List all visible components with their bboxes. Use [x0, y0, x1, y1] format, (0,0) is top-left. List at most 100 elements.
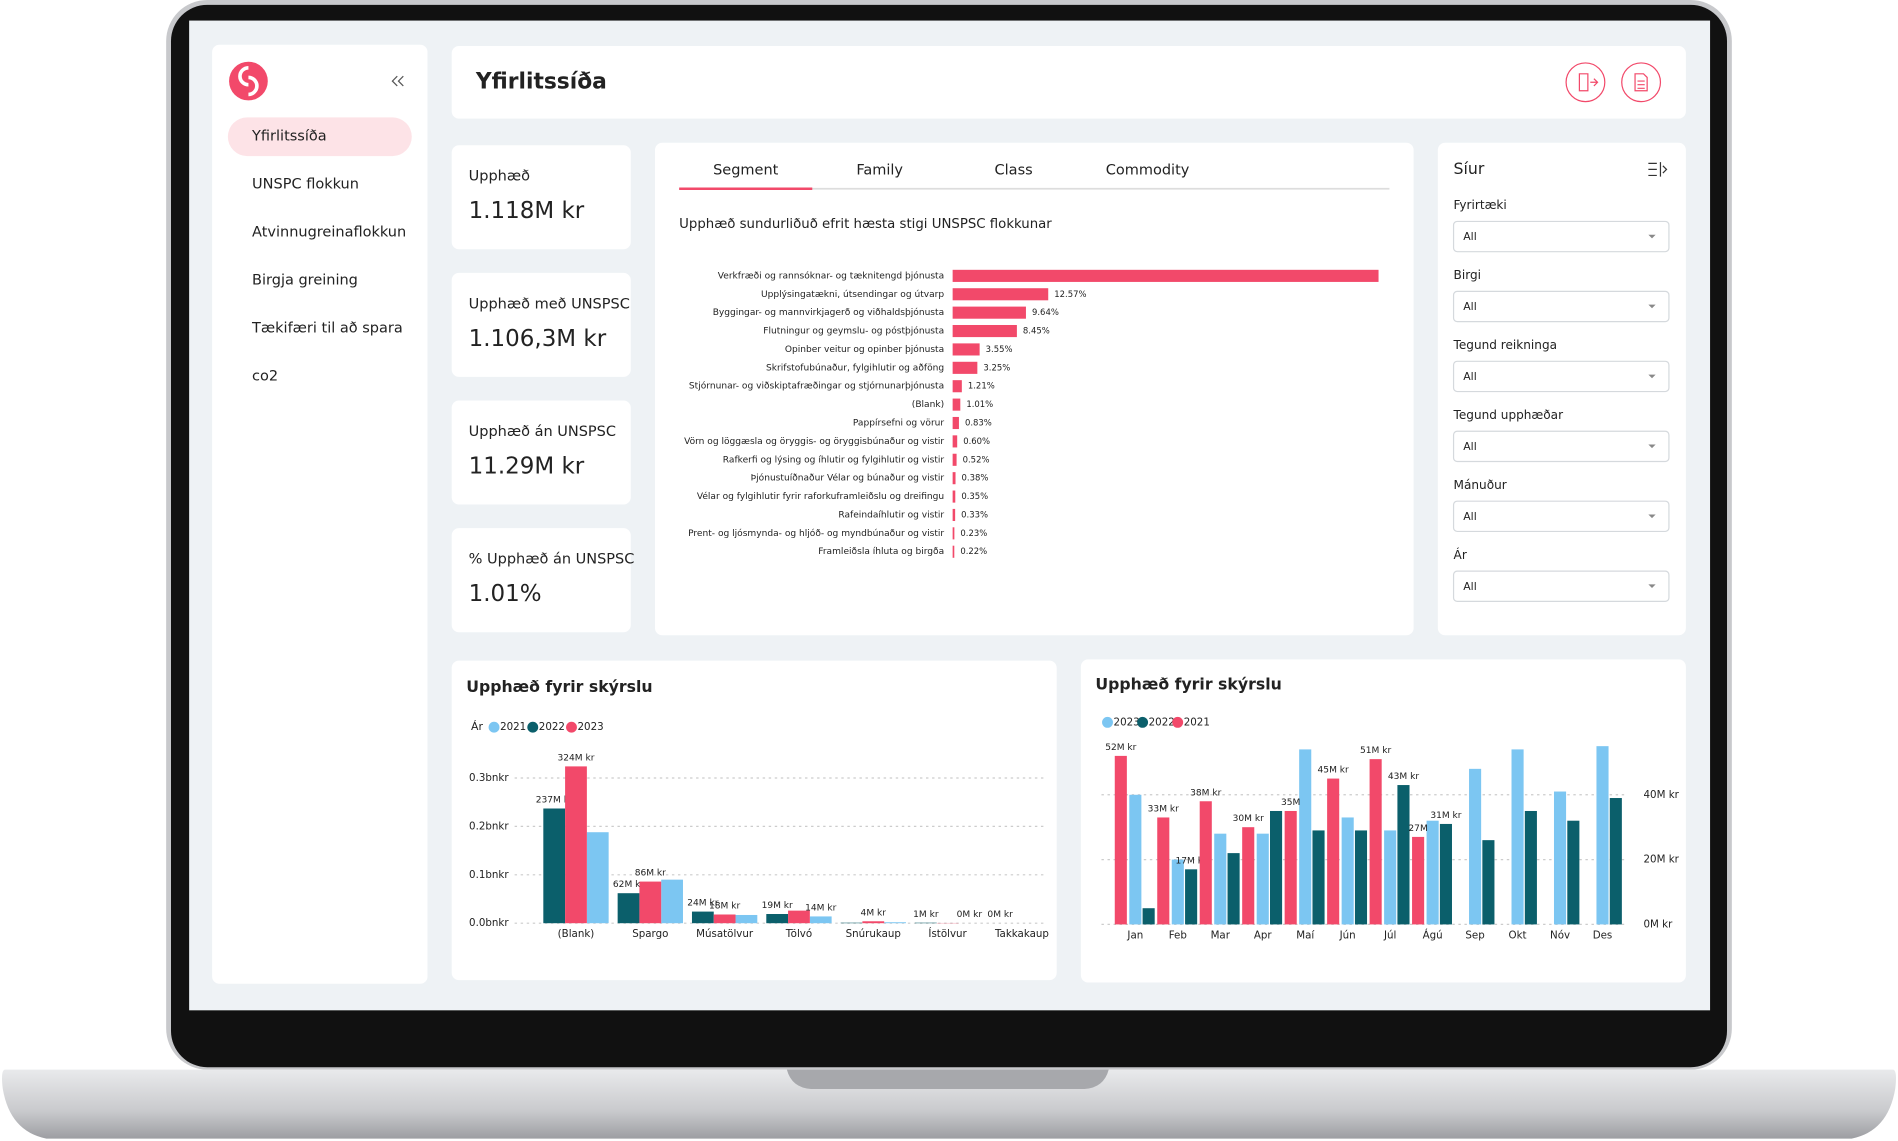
legend-swatch [566, 721, 577, 733]
x-tick-label: Des [1593, 929, 1613, 941]
x-tick-label: Takkakaup [994, 928, 1049, 940]
bar-label: Vélar og fylgihlutir fyrir raforkuframle… [697, 491, 944, 502]
bar [952, 269, 1379, 282]
nav-item[interactable]: Yfirlitssíða [251, 129, 327, 145]
bar [1299, 749, 1312, 925]
bar [1553, 791, 1567, 925]
value-label: 0.33% [961, 509, 988, 519]
legend-swatch [1102, 716, 1113, 728]
dropdown-caret [1648, 374, 1656, 379]
bar-label: Pappírsefni og vörur [853, 419, 945, 429]
x-tick-label: Jan [1126, 929, 1143, 941]
filter-select[interactable] [1452, 290, 1670, 323]
bar [952, 508, 956, 522]
bar-label: Skrifstofubúnaður, fylgihlutir og aðföng [766, 363, 944, 373]
value-label: 14M kr [805, 903, 836, 913]
bar [1327, 778, 1340, 925]
bar [1609, 798, 1622, 925]
y-tick-label: 40M kr [1644, 789, 1680, 801]
value-label: 0M kr [987, 910, 1013, 920]
bar-label: Byggingar- og mannvirkjagerð og viðhalds… [713, 307, 944, 318]
value-label: 45M kr [1318, 766, 1349, 776]
value-label: 8.45% [1023, 326, 1050, 336]
bar-label: Verkfræði og rannsóknar- og tæknitengd þ… [718, 270, 944, 281]
nav-item[interactable]: co2 [252, 368, 278, 384]
filter-select[interactable] [1452, 500, 1670, 533]
export-button[interactable] [1565, 62, 1606, 103]
filter-value: All [1463, 580, 1476, 593]
nav-item[interactable]: UNSPC flokkun [252, 177, 359, 193]
tab[interactable]: Family [856, 163, 903, 179]
value-label: 17M kr [1176, 856, 1207, 866]
nav-active-highlight [227, 117, 412, 157]
filter-toggle[interactable] [1648, 162, 1668, 177]
bar [1439, 823, 1452, 925]
value-label: 0.52% [963, 454, 990, 464]
nav-item[interactable]: Atvinnugreinaflokkun [252, 225, 406, 241]
value-label: 0.22% [960, 546, 987, 556]
filter-select[interactable] [1452, 220, 1670, 253]
y-tick-label: 0.3bnkr [469, 772, 509, 784]
report-button[interactable] [1621, 62, 1662, 103]
nav-item[interactable]: Tækifæri til að spara [251, 320, 403, 336]
filter-select[interactable] [1452, 570, 1670, 602]
x-tick-label: Apr [1254, 929, 1273, 941]
value-label: 0.35% [961, 491, 988, 501]
x-tick-label: Snúrukaup [846, 928, 901, 940]
filter-select[interactable] [1452, 360, 1670, 393]
logo-mark [238, 65, 259, 97]
bar [952, 490, 956, 503]
tab[interactable]: Segment [713, 163, 779, 179]
dropdown-caret [1648, 514, 1656, 519]
bar [766, 914, 789, 924]
x-tick-label: (Blank) [558, 928, 595, 940]
tab[interactable]: Class [995, 163, 1033, 179]
filter-label: Tegund reikninga [1453, 338, 1557, 352]
value-label: 0.38% [962, 473, 989, 483]
export-icon [1578, 73, 1599, 92]
filter-value: All [1463, 440, 1476, 453]
tab[interactable]: Commodity [1106, 163, 1190, 179]
x-tick-label: Jún [1339, 929, 1356, 941]
value-label: 35M [1281, 798, 1300, 808]
bar-label: (Blank) [912, 400, 944, 410]
x-tick-label: Músatölvur [696, 928, 754, 940]
kpi-value: 11.29M kr [469, 454, 585, 480]
filter-select[interactable] [1452, 430, 1670, 463]
collapse-button[interactable] [391, 75, 404, 87]
bar [1369, 759, 1382, 925]
bar [713, 914, 736, 924]
bar-label: Flutningur og geymslu- og póstþjónusta [763, 326, 944, 337]
bar-label: Þjónustuíðnaður Vélar og búnaður og vist… [751, 473, 945, 484]
bar [639, 881, 662, 924]
filter-label: Tegund upphæðar [1453, 408, 1564, 422]
bar-label: Stjórnunar- og viðskiptafræðingar og stj… [689, 381, 944, 392]
bar [1114, 755, 1127, 925]
bar [1227, 853, 1240, 925]
bar [1312, 830, 1325, 925]
bar [1157, 817, 1170, 925]
value-label: 33M kr [1148, 804, 1179, 814]
value-label: 31M kr [1430, 811, 1461, 821]
y-tick-label: 20M kr [1644, 854, 1680, 866]
bar [862, 921, 885, 924]
sidebar [212, 44, 428, 984]
kpi-value: 1.106,3M kr [469, 326, 607, 352]
x-tick-label: Spargo [632, 928, 668, 940]
kpi-value: 1.01% [469, 581, 542, 607]
bar [1567, 820, 1580, 925]
value-label: 86M kr [635, 869, 666, 879]
legend-label: 2023 [1114, 716, 1140, 728]
logo [229, 61, 268, 101]
y-tick-label: 0.0bnkr [469, 917, 509, 929]
bar-label: Opinber veitur og opinber þjónusta [785, 344, 944, 355]
laptop-notch [786, 1069, 1109, 1089]
bar [1185, 869, 1198, 925]
nav-item[interactable]: Birgja greining [252, 272, 358, 288]
bar [1511, 749, 1524, 925]
value-label: 3.55% [986, 344, 1013, 354]
bar [1524, 810, 1537, 925]
kpi-card [451, 145, 631, 250]
x-tick-label: Tölvó [785, 928, 812, 940]
